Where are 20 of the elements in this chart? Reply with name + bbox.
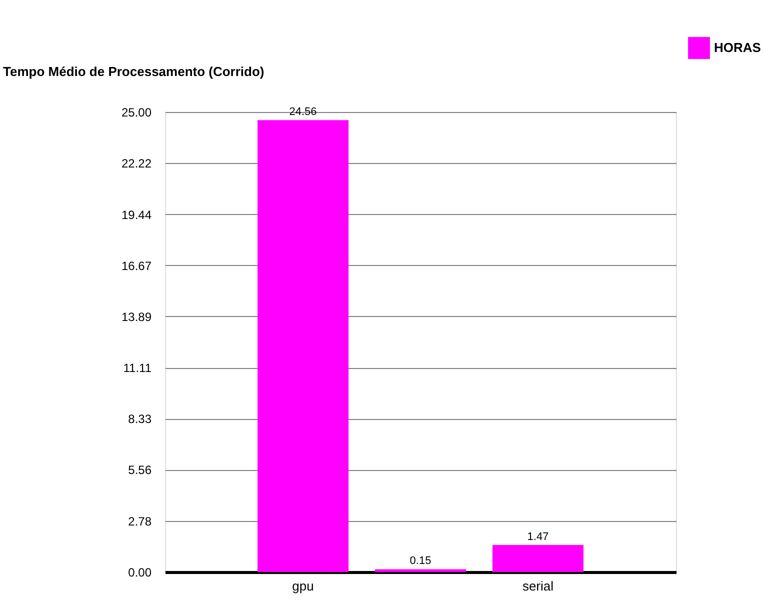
y-tick-label: 16.67 bbox=[121, 258, 152, 273]
y-tick-label: 25.00 bbox=[121, 106, 152, 120]
y-tick-label: 0.00 bbox=[128, 566, 152, 580]
bar bbox=[258, 120, 349, 572]
y-tick-label: 22.22 bbox=[121, 156, 152, 171]
legend-label: HORAS bbox=[714, 40, 762, 55]
data-label: 24.56 bbox=[289, 106, 317, 118]
data-label: 1.47 bbox=[527, 530, 549, 543]
y-tick-label: 2.78 bbox=[128, 514, 152, 528]
y-tick-label: 11.11 bbox=[123, 361, 152, 376]
chart-title: Tempo Médio de Processamento (Corrido) bbox=[3, 64, 264, 79]
bar bbox=[375, 569, 466, 572]
y-tick-label: 19.44 bbox=[121, 208, 152, 222]
data-label: 0.15 bbox=[410, 555, 432, 568]
y-tick-label: 5.56 bbox=[128, 463, 152, 478]
y-tick-label: 8.33 bbox=[128, 412, 152, 426]
x-tick-label: gpu bbox=[292, 578, 314, 594]
x-tick-label: serial bbox=[522, 578, 554, 594]
y-tick-label: 13.89 bbox=[121, 310, 152, 324]
bar bbox=[492, 544, 584, 572]
